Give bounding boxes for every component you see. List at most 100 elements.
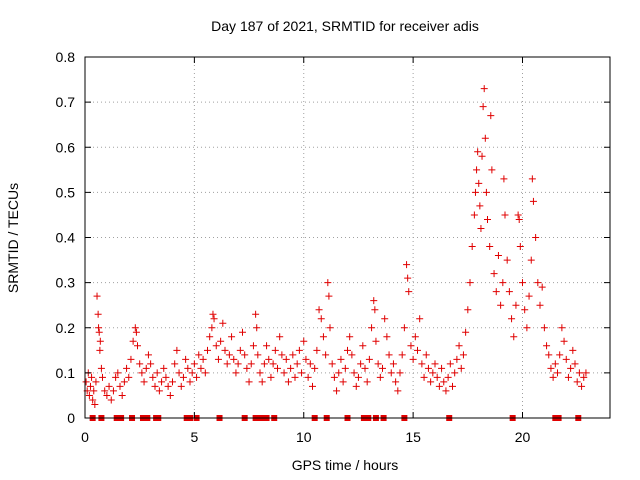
data-point [387, 369, 395, 377]
data-point [442, 387, 450, 395]
data-point [217, 337, 225, 345]
data-point [96, 346, 104, 354]
data-point [89, 396, 97, 404]
data-point [208, 324, 216, 332]
x-tick-label-4: 20 [515, 429, 531, 445]
data-point [173, 346, 181, 354]
data-point [348, 351, 356, 359]
data-point [529, 197, 537, 205]
data-point [575, 369, 583, 377]
data-point [473, 166, 481, 174]
data-point [236, 346, 244, 354]
data-point [298, 369, 306, 377]
data-point [525, 292, 533, 300]
data-point [184, 364, 192, 372]
data-point [85, 391, 93, 399]
data-point [109, 387, 117, 395]
data-point [341, 364, 349, 372]
data-point [99, 373, 106, 381]
data-point [197, 364, 205, 372]
data-point [282, 355, 290, 363]
data-point [480, 85, 488, 93]
data-point [449, 382, 456, 390]
data-point [478, 152, 486, 160]
data-point [521, 306, 529, 314]
data-point [306, 360, 314, 368]
data-point [253, 324, 261, 332]
data-point [482, 188, 490, 196]
data-point [337, 355, 345, 363]
data-point [444, 373, 452, 381]
data-point [265, 355, 273, 363]
data-point [169, 378, 176, 386]
data-point [300, 337, 308, 345]
data-point [267, 373, 275, 381]
data-point [486, 243, 494, 251]
data-point [516, 243, 524, 251]
y-tick-label-0: 0 [67, 410, 75, 426]
data-point [86, 382, 94, 390]
data-point [245, 378, 253, 386]
data-point [155, 387, 163, 395]
x-tick-label-1: 5 [190, 429, 198, 445]
data-point [114, 369, 122, 377]
data-point [142, 364, 150, 372]
data-point [543, 342, 551, 350]
data-point [311, 364, 319, 372]
data-point [160, 364, 168, 372]
data-point [232, 369, 240, 377]
data-point [280, 369, 288, 377]
data-point [470, 211, 478, 219]
data-point [481, 134, 489, 142]
data-point [556, 351, 564, 359]
y-tick-label-6: 0.6 [56, 139, 76, 155]
x-ticks: 0 5 10 15 20 [81, 57, 530, 445]
y-tick-label-7: 0.7 [56, 94, 76, 110]
data-point [247, 360, 255, 368]
data-point [116, 382, 124, 390]
data-point [440, 378, 448, 386]
data-point [462, 328, 470, 336]
data-point [328, 360, 336, 368]
data-point [309, 382, 316, 390]
data-point [471, 188, 479, 196]
data-point [335, 369, 343, 377]
data-point [527, 256, 535, 264]
data-point [352, 382, 360, 390]
data-point [112, 373, 120, 381]
data-point [186, 378, 194, 386]
data-point [505, 288, 513, 296]
data-point [293, 360, 301, 368]
data-point [503, 256, 511, 264]
plot-frame [84, 56, 611, 419]
data-point [414, 346, 421, 354]
data-point [396, 369, 404, 377]
x-axis-label: GPS time / hours [292, 457, 399, 473]
y-ticks: 0 0.1 0.2 0.3 0.4 0.5 0.6 0.7 0.8 [56, 49, 610, 426]
data-point [564, 373, 572, 381]
data-point [392, 378, 400, 386]
data-point [175, 369, 183, 377]
data-point [95, 324, 103, 332]
data-point [278, 351, 286, 359]
data-point [490, 270, 498, 278]
data-point [243, 364, 251, 372]
data-point [209, 310, 217, 318]
data-point [131, 324, 139, 332]
data-point [403, 261, 411, 269]
data-point [315, 306, 323, 314]
data-point [319, 333, 327, 341]
data-point [549, 373, 557, 381]
data-point [394, 387, 402, 395]
data-point [427, 378, 435, 386]
data-point [446, 360, 454, 368]
data-point [487, 112, 495, 120]
data-point [269, 360, 277, 368]
data-point [230, 355, 238, 363]
data-point [284, 378, 292, 386]
data-point [361, 364, 369, 372]
data-point [138, 369, 146, 377]
data-point [534, 279, 542, 287]
data-point [97, 364, 105, 372]
data-point [523, 324, 531, 332]
